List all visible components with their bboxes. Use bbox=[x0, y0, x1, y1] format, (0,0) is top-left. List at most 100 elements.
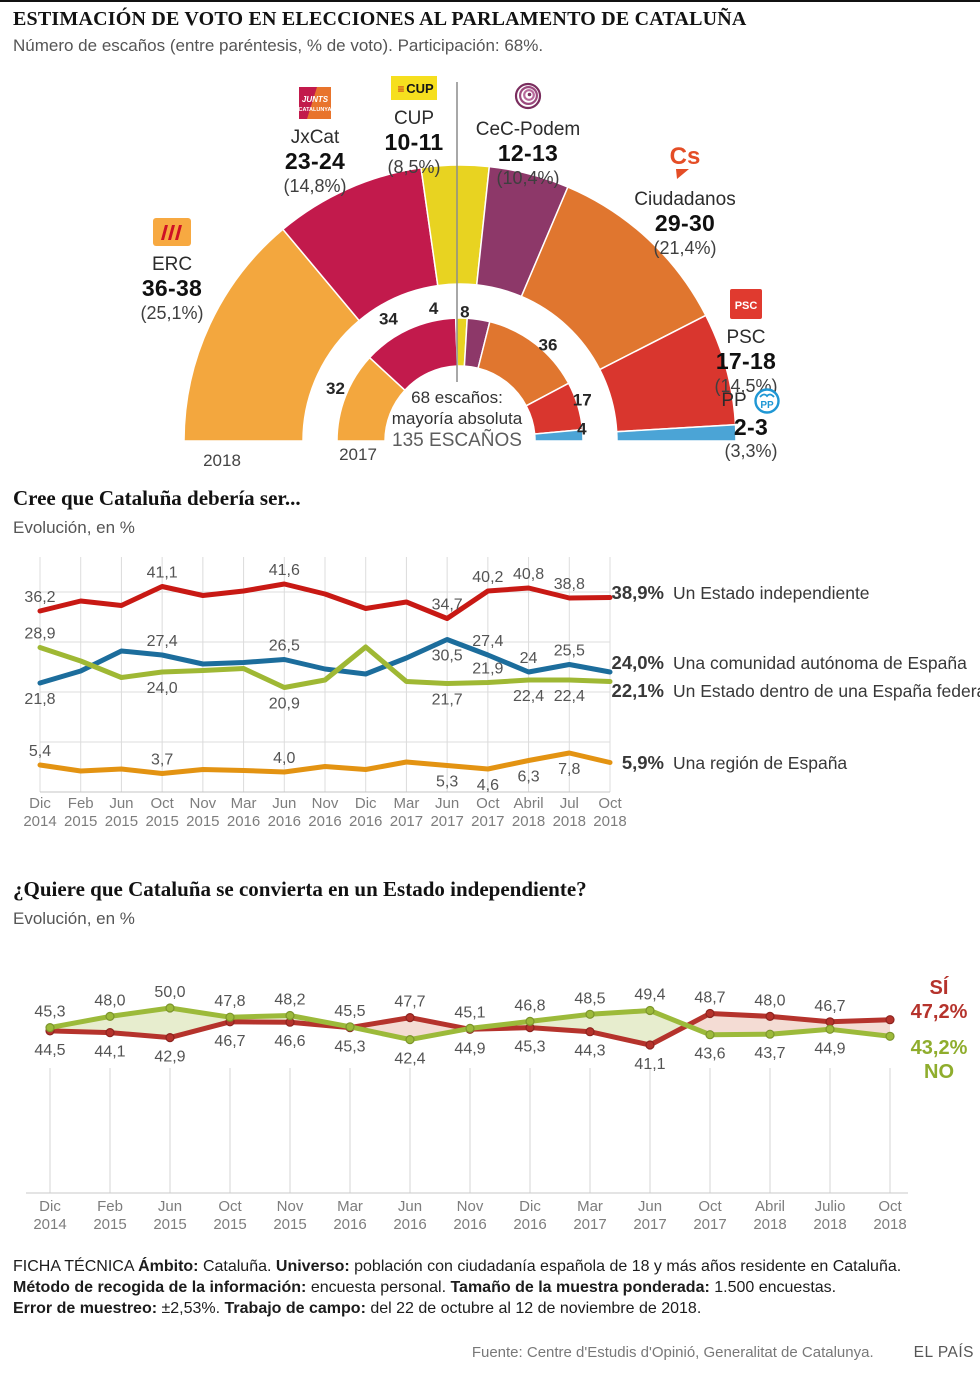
legend-comunidad: 24,0% Una comunidad autónoma de España bbox=[600, 652, 967, 674]
fill-area-no bbox=[467, 1010, 688, 1045]
point-marker-SÍ bbox=[705, 1008, 715, 1019]
point-marker-NO bbox=[345, 1022, 355, 1032]
point-label-si: 46,7 bbox=[214, 1033, 245, 1050]
x-tick-year: 2014 bbox=[33, 1216, 66, 1233]
series-line-Una comunidad autónoma de España bbox=[37, 637, 613, 686]
point-label: 38,8 bbox=[554, 576, 585, 593]
party-name: JxCat bbox=[290, 127, 340, 149]
total-seats-label: 135 ESCAÑOS bbox=[392, 429, 522, 451]
x-tick-year: 2018 bbox=[753, 1216, 786, 1233]
pp-logo-icon: PP bbox=[753, 388, 780, 414]
legend-value: 22,1% bbox=[611, 680, 664, 701]
hemicycle-section: 32 34 4 8 36 17 4 68 escaños: mayoría absoluta 13… bbox=[0, 60, 980, 475]
x-tick-month: Dic bbox=[39, 1198, 61, 1215]
x-tick-year: 2015 bbox=[153, 1216, 186, 1233]
x-tick-year: 2015 bbox=[93, 1216, 126, 1233]
majority-label: mayoría absoluta bbox=[392, 409, 523, 428]
point-label-no: 45,5 bbox=[334, 1003, 365, 1020]
x-tick-month: Jun bbox=[109, 795, 133, 812]
point-label-no: 43,6 bbox=[694, 1046, 725, 1063]
ficha-tecnica: FICHA TÉCNICA Ámbito: Cataluña. Universo… bbox=[13, 1256, 963, 1319]
x-tick-month: Jun bbox=[398, 1198, 422, 1215]
point-label-si: 46,7 bbox=[814, 998, 845, 1015]
x-tick-month: Abril bbox=[514, 795, 544, 812]
point-marker-NO bbox=[765, 1029, 775, 1039]
point-marker-SÍ bbox=[105, 1027, 115, 1038]
party-erc: ERC 36-38 (25,1%) bbox=[107, 218, 237, 324]
point-label: 21,7 bbox=[432, 692, 463, 709]
cec-podem-logo-icon bbox=[514, 82, 542, 110]
legend-label: Un Estado independiente bbox=[673, 583, 870, 603]
source-credit: Fuente: Centre d'Estudis d'Opinió, Gener… bbox=[471, 1344, 874, 1361]
legend-label: Un Estado dentro de una España federal bbox=[673, 681, 980, 701]
party-psc: PSC PSC 17-18 (14,5%) bbox=[681, 289, 811, 397]
ring-year-label: 2018 bbox=[203, 451, 241, 470]
x-tick-year: 2016 bbox=[308, 813, 341, 830]
seat-count-2017-Ciudadanos: 36 bbox=[539, 335, 558, 354]
x-tick-year: 2015 bbox=[273, 1216, 306, 1233]
series-line-Un Estado dentro de una España federal bbox=[37, 644, 613, 690]
point-marker-NO bbox=[405, 1034, 415, 1045]
party-name: ERC bbox=[151, 254, 193, 276]
point-marker-SÍ bbox=[405, 1012, 415, 1023]
x-tick-year: 2018 bbox=[593, 813, 626, 830]
legend-federal: 22,1% Un Estado dentro de una España fed… bbox=[600, 680, 980, 702]
point-label: 40,8 bbox=[513, 566, 544, 583]
point-label-no: 49,4 bbox=[634, 987, 665, 1004]
legend-region: 5,9% Una región de España bbox=[600, 752, 847, 774]
no-label: NO bbox=[924, 1061, 954, 1083]
party-seats: 29-30 bbox=[654, 210, 716, 237]
psc-logo-text: PSC bbox=[735, 300, 758, 312]
x-tick-year: 2016 bbox=[268, 813, 301, 830]
point-label-si: 44,1 bbox=[94, 1044, 125, 1061]
x-tick-month: Julio bbox=[815, 1198, 846, 1215]
party-seats: 12-13 bbox=[497, 140, 559, 167]
seat-arc-2018-PP bbox=[615, 423, 737, 442]
ficha-line: FICHA TÉCNICA Ámbito: Cataluña. Universo… bbox=[13, 1258, 902, 1275]
chart1-subtitle: Evolución, en % bbox=[13, 518, 135, 537]
party-name: CeC-Podem bbox=[475, 119, 581, 141]
x-tick-month: Oct bbox=[878, 1198, 902, 1215]
page-title: ESTIMACIÓN DE VOTO EN ELECCIONES AL PARL… bbox=[13, 8, 747, 30]
no-value: 43,2% bbox=[910, 1037, 968, 1059]
seat-count-2017-CeC-Podem: 8 bbox=[460, 303, 469, 322]
point-marker-SÍ bbox=[765, 1011, 775, 1022]
point-marker-NO bbox=[225, 1012, 235, 1022]
point-marker-NO bbox=[165, 1003, 175, 1013]
point-label: 20,9 bbox=[269, 696, 300, 713]
x-tick-month: Dic bbox=[29, 795, 51, 812]
x-tick-year: 2015 bbox=[186, 813, 219, 830]
x-tick-year: 2016 bbox=[393, 1216, 426, 1233]
x-tick-month: Oct bbox=[598, 795, 622, 812]
si-label: SÍ bbox=[929, 977, 949, 999]
page-subtitle: Número de escaños (entre paréntesis, % d… bbox=[13, 36, 544, 55]
party-seats: 36-38 bbox=[141, 275, 203, 302]
party-jxcat: JUNTS CATALUNYA JxCat 23-24 (14,8%) bbox=[250, 87, 380, 197]
party-seats: 17-18 bbox=[715, 348, 777, 375]
x-tick-month: Jun bbox=[435, 795, 459, 812]
x-tick-year: 2015 bbox=[64, 813, 97, 830]
x-tick-year: 2015 bbox=[213, 1216, 246, 1233]
x-tick-year: 2016 bbox=[333, 1216, 366, 1233]
x-tick-month: Jul bbox=[560, 795, 579, 812]
point-label-no: 48,5 bbox=[574, 990, 605, 1007]
si-value: 47,2% bbox=[910, 1001, 968, 1023]
point-label-no: 48,0 bbox=[94, 992, 125, 1009]
hemicycle-chart: 32 34 4 8 36 17 4 68 escaños: mayoría absoluta13… bbox=[183, 82, 737, 470]
x-tick-year: 2017 bbox=[633, 1216, 666, 1233]
series-line-Un Estado independiente bbox=[37, 581, 613, 621]
point-label: 25,5 bbox=[554, 643, 585, 660]
point-label: 36,2 bbox=[24, 589, 55, 606]
point-label: 34,7 bbox=[432, 597, 463, 614]
point-label-si: 46,6 bbox=[274, 1033, 305, 1050]
pp-logo-text: PP bbox=[760, 400, 774, 411]
party-ciudadanos: Cs Ciudadanos 29-30 (21,4%) bbox=[620, 143, 750, 259]
series-line-Una región de España bbox=[37, 750, 613, 776]
point-label: 3,7 bbox=[151, 752, 173, 769]
x-tick-year: 2017 bbox=[573, 1216, 606, 1233]
ficha-line: Método de recogida de la información: en… bbox=[13, 1279, 837, 1296]
majority-label: 68 escaños: bbox=[411, 388, 503, 407]
x-tick-month: Mar bbox=[577, 1198, 603, 1215]
cup-logo-icon: ≡ CUP bbox=[391, 76, 437, 100]
point-label: 27,4 bbox=[147, 633, 178, 650]
